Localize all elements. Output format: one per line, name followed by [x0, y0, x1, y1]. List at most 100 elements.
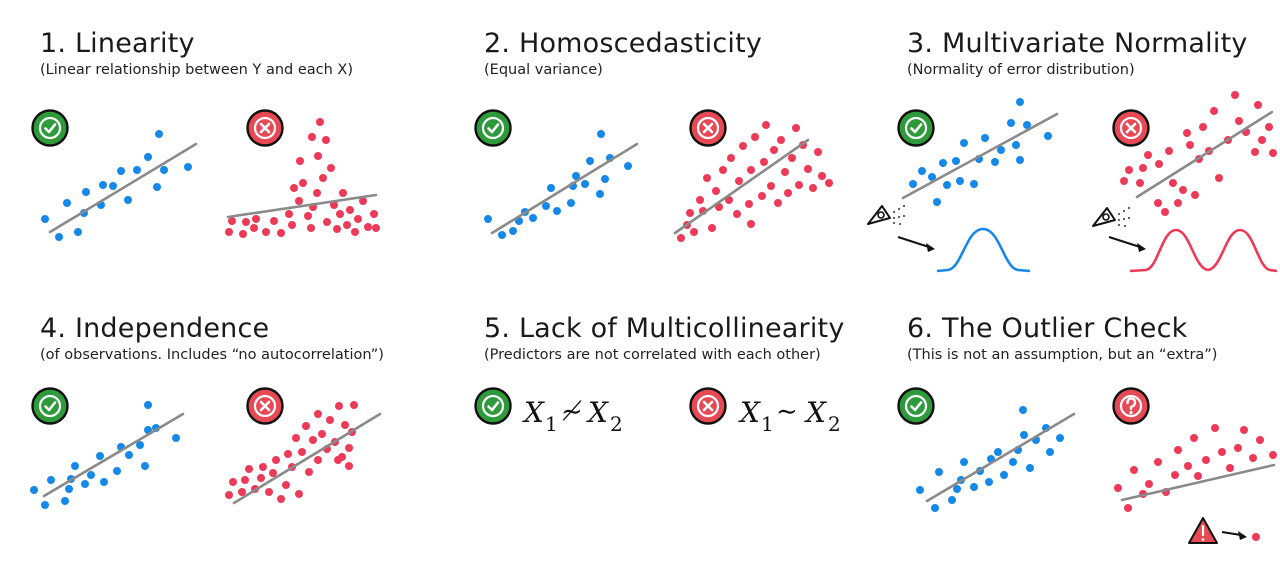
- data-point: [1169, 179, 1177, 187]
- arrow-head: [1238, 531, 1247, 540]
- data-point: [547, 184, 555, 192]
- data-point: [916, 486, 924, 494]
- question-dot: [1129, 410, 1133, 415]
- data-point: [484, 215, 492, 223]
- panel-subtitle: (This is not an assumption, but an “extr…: [907, 347, 1218, 363]
- data-point: [63, 199, 71, 207]
- check-icon: [44, 123, 57, 134]
- sight-dot: [1117, 218, 1121, 222]
- data-point: [336, 210, 344, 218]
- data-point: [939, 159, 947, 167]
- check-icon: [910, 123, 923, 134]
- data-point: [47, 476, 55, 484]
- formula-var-a: X: [522, 396, 545, 429]
- data-point: [1254, 101, 1262, 109]
- data-point: [316, 118, 324, 126]
- arrow-line: [1221, 531, 1242, 536]
- check-ring: [38, 394, 62, 418]
- regression-line: [1135, 110, 1274, 199]
- data-point: [314, 152, 322, 160]
- data-point: [334, 456, 342, 464]
- data-point: [250, 224, 258, 232]
- regression-line: [673, 138, 810, 235]
- data-point: [956, 177, 964, 185]
- data-point: [100, 478, 108, 486]
- data-point-group: [225, 401, 358, 503]
- eye-pupil: [1102, 213, 1110, 221]
- data-point: [601, 175, 609, 183]
- data-point: [322, 136, 330, 144]
- data-point: [133, 166, 141, 174]
- arrow-line: [1108, 236, 1141, 248]
- data-point: [285, 210, 293, 218]
- data-point-group: [916, 406, 1064, 512]
- sight-dot: [1123, 224, 1127, 228]
- formula-var-a: X: [738, 396, 761, 429]
- data-point: [1215, 174, 1223, 182]
- badge-question: [1112, 387, 1150, 425]
- formula-sub-a: 1: [545, 412, 558, 436]
- data-point: [1023, 121, 1031, 129]
- data-point: [225, 228, 233, 236]
- data-point: [952, 157, 960, 165]
- data-point: [581, 180, 589, 188]
- sight-dot: [897, 207, 901, 211]
- panel-subtitle: (of observations. Includes “no autocorre…: [40, 347, 384, 363]
- data-point: [733, 210, 741, 218]
- x-icon: [259, 122, 271, 134]
- data-point: [774, 199, 782, 207]
- data-point: [708, 224, 716, 232]
- data-point: [82, 188, 90, 196]
- data-point: [141, 462, 149, 470]
- data-point: [1249, 454, 1257, 462]
- badge-good: [31, 387, 69, 425]
- data-point: [1235, 117, 1243, 125]
- data-point: [745, 200, 753, 208]
- formula-sub-b: 2: [828, 412, 841, 436]
- data-point: [296, 157, 304, 165]
- badge-circle: [31, 387, 69, 425]
- data-point: [350, 401, 358, 409]
- question-ring: [1119, 394, 1143, 418]
- data-point: [727, 154, 735, 162]
- data-point: [1218, 448, 1226, 456]
- sight-dot: [902, 214, 906, 218]
- data-point: [345, 444, 353, 452]
- data-point: [277, 495, 285, 503]
- data-point: [529, 214, 537, 222]
- data-point: [241, 476, 249, 484]
- data-point: [155, 130, 163, 138]
- data-point: [308, 133, 316, 141]
- data-point: [327, 164, 335, 172]
- formula-relation: ≁: [561, 397, 583, 427]
- data-point: [299, 179, 307, 187]
- data-point: [935, 468, 943, 476]
- x-ring: [696, 116, 720, 140]
- badge-circle: [31, 109, 69, 147]
- data-point: [970, 180, 978, 188]
- badge-good: [897, 387, 935, 425]
- data-point: [144, 401, 152, 409]
- panel-title: 3. Multivariate Normality: [907, 28, 1248, 59]
- data-point: [99, 181, 107, 189]
- panel-title: 5. Lack of Multicollinearity: [484, 313, 845, 344]
- data-point: [144, 153, 152, 161]
- data-point: [238, 488, 246, 496]
- data-point: [918, 167, 926, 175]
- eye-pupil: [877, 211, 885, 219]
- data-point: [1145, 480, 1153, 488]
- data-point: [225, 491, 233, 499]
- data-point: [1269, 451, 1277, 459]
- data-point: [788, 154, 796, 162]
- data-point: [41, 501, 49, 509]
- data-point: [1240, 426, 1248, 434]
- panel-multicollinearity: 5. Lack of Multicollinearity (Predictors…: [484, 313, 904, 563]
- data-point: [339, 189, 347, 197]
- data-point: [1044, 132, 1052, 140]
- sight-dot: [902, 204, 906, 208]
- data-point: [1019, 406, 1027, 414]
- data-point: [1183, 129, 1191, 137]
- check-ring: [904, 116, 928, 140]
- data-point: [323, 218, 331, 226]
